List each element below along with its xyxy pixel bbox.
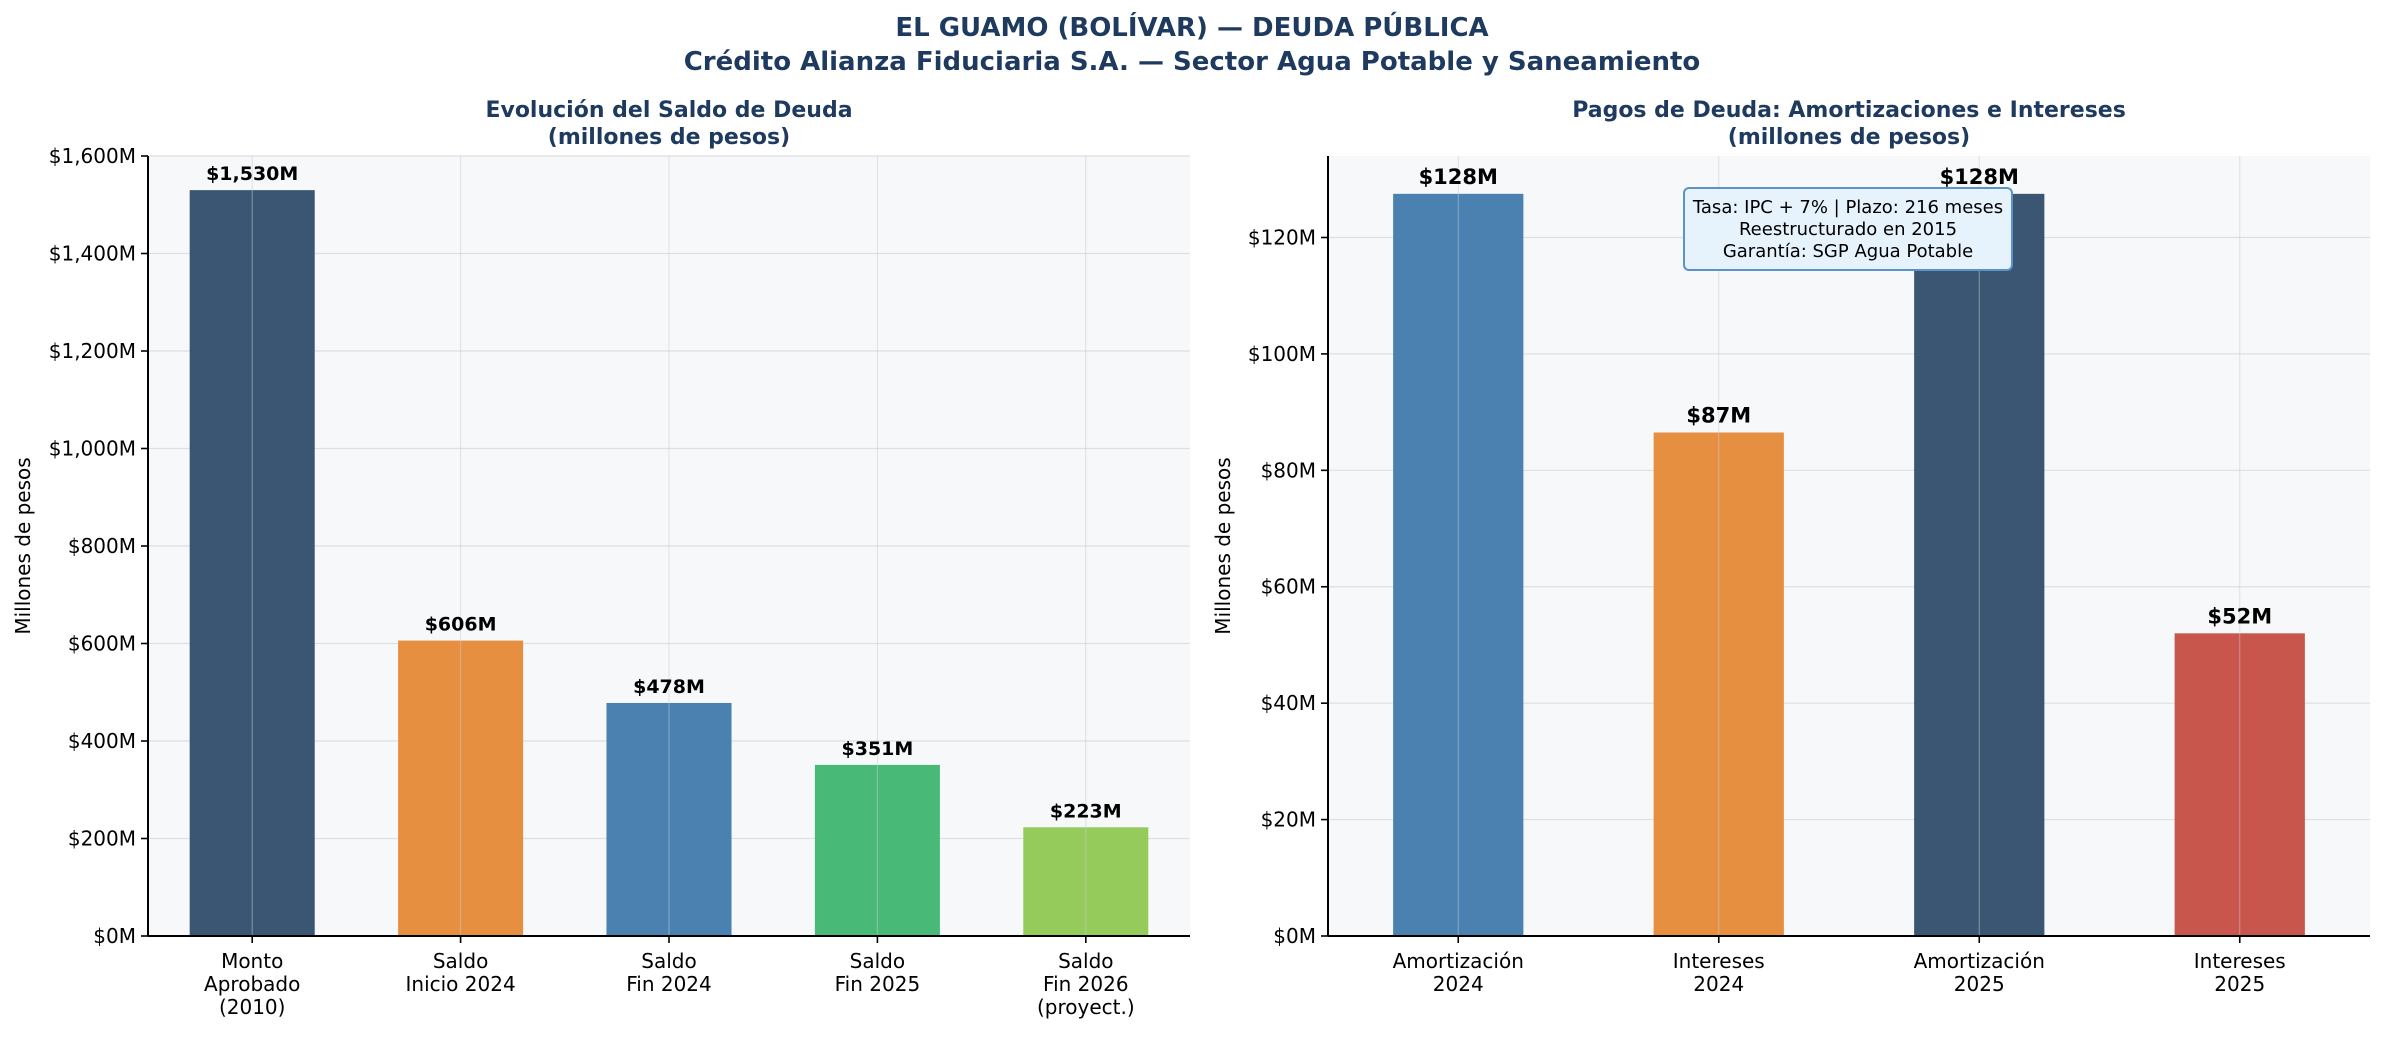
chart-title-line1: Evolución del Saldo de Deuda: [485, 98, 852, 123]
y-tick-label: $1,400M: [49, 242, 136, 266]
chart-title-line2: (millones de pesos): [1728, 125, 1970, 150]
data-label: $351M: [842, 738, 914, 760]
data-label: $52M: [2207, 604, 2272, 628]
y-tick-label: $80M: [1261, 458, 1316, 482]
x-tick-label: Intereses 2024: [1673, 949, 1765, 996]
y-tick-label: $800M: [68, 534, 136, 558]
x-tick-label: Saldo Fin 2024: [626, 949, 712, 996]
x-tick-label: Amortización 2025: [1914, 949, 2045, 996]
y-axis-label: Millones de pesos: [11, 457, 35, 634]
annotation-line: Tasa: IPC + 7% | Plazo: 216 meses: [1692, 197, 2003, 218]
y-tick-label: $0M: [93, 924, 136, 948]
y-tick-label: $20M: [1261, 808, 1316, 832]
annotation-line: Garantía: SGP Agua Potable: [1723, 241, 1973, 262]
y-axis-label: Millones de pesos: [1211, 457, 1235, 634]
x-tick-label: Saldo Inicio 2024: [406, 949, 516, 996]
x-tick-label: Saldo Fin 2026 (proyect.): [1037, 949, 1135, 1019]
x-tick-label: Monto Aprobado (2010): [204, 949, 300, 1019]
data-label: $223M: [1050, 800, 1122, 822]
data-label: $87M: [1686, 403, 1751, 427]
chart-title-line2: (millones de pesos): [548, 125, 790, 150]
y-tick-label: $600M: [68, 632, 136, 656]
y-tick-label: $1,000M: [49, 437, 136, 461]
y-tick-label: $1,200M: [49, 339, 136, 363]
data-label: $606M: [425, 614, 497, 636]
figure-title-line1: EL GUAMO (BOLÍVAR) — DEUDA PÚBLICA: [895, 11, 1488, 43]
x-tick-label: Saldo Fin 2025: [835, 949, 921, 996]
chart-title-line1: Pagos de Deuda: Amortizaciones e Interes…: [1572, 98, 2126, 123]
x-tick-label: Amortización 2024: [1393, 949, 1524, 996]
debt-payments-chart: $128M $87M $128M $52M $0M $20M $40M $60M $80M $10…: [1211, 98, 2370, 996]
y-tick-label: $200M: [68, 827, 136, 851]
data-label: $478M: [633, 676, 705, 698]
y-tick-label: $120M: [1248, 225, 1316, 249]
y-tick-label: $0M: [1273, 924, 1316, 948]
y-tick-label: $1,600M: [49, 144, 136, 168]
debt-balance-chart: $1,530M $606M $478M $351M $223M $0M $200M $400M…: [11, 98, 1190, 1019]
annotation-box: [1683, 187, 2013, 271]
annotation-line: Reestructurado en 2015: [1739, 219, 1957, 240]
data-label: $128M: [1419, 165, 1498, 189]
y-tick-label: $100M: [1248, 342, 1316, 366]
figure-title-line2: Crédito Alianza Fiduciaria S.A. — Sector…: [684, 47, 1701, 77]
x-tick-label: Intereses 2025: [2194, 949, 2286, 996]
data-label: $1,530M: [206, 163, 298, 185]
y-tick-label: $400M: [68, 729, 136, 753]
y-tick-label: $60M: [1261, 575, 1316, 599]
y-tick-label: $40M: [1261, 691, 1316, 715]
data-label: $128M: [1940, 165, 2019, 189]
